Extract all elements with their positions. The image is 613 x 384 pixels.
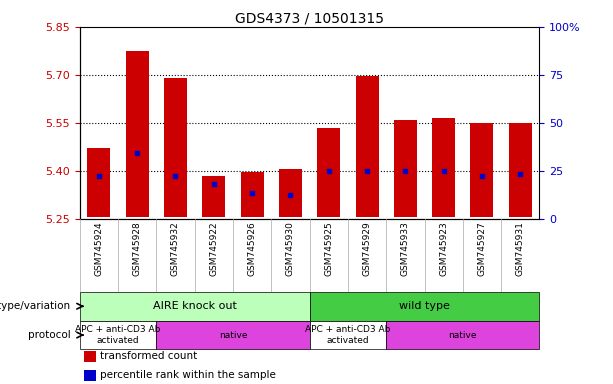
Bar: [240, 172, 264, 217]
Text: protocol: protocol: [28, 330, 70, 340]
Text: native: native: [219, 331, 247, 339]
Text: transformed count: transformed count: [101, 351, 197, 361]
Bar: [386, 321, 539, 349]
Bar: [156, 321, 310, 349]
Text: GSM745933: GSM745933: [401, 221, 410, 276]
Bar: [202, 176, 226, 217]
Bar: [84, 370, 96, 381]
Bar: [394, 120, 417, 217]
Bar: [126, 51, 149, 217]
Text: GSM745930: GSM745930: [286, 221, 295, 276]
Bar: [80, 292, 310, 321]
Title: GDS4373 / 10501315: GDS4373 / 10501315: [235, 12, 384, 26]
Text: GSM745927: GSM745927: [478, 221, 487, 276]
Text: native: native: [449, 331, 477, 339]
Text: wild type: wild type: [399, 301, 450, 311]
Bar: [432, 118, 455, 217]
Text: APC + anti-CD3 Ab
activated: APC + anti-CD3 Ab activated: [305, 325, 390, 345]
Text: GSM745929: GSM745929: [362, 221, 371, 276]
Bar: [310, 321, 386, 349]
Text: GSM745924: GSM745924: [94, 221, 104, 276]
Text: GSM745928: GSM745928: [132, 221, 142, 276]
Text: GSM745931: GSM745931: [516, 221, 525, 276]
Text: GSM745932: GSM745932: [171, 221, 180, 276]
Bar: [164, 78, 187, 217]
Text: genotype/variation: genotype/variation: [0, 301, 70, 311]
Text: GSM745926: GSM745926: [248, 221, 257, 276]
Bar: [318, 128, 340, 217]
Text: GSM745923: GSM745923: [439, 221, 448, 276]
Bar: [84, 351, 96, 362]
Bar: [80, 321, 156, 349]
Bar: [509, 123, 531, 217]
Bar: [356, 76, 379, 217]
Text: percentile rank within the sample: percentile rank within the sample: [101, 370, 276, 381]
Text: APC + anti-CD3 Ab
activated: APC + anti-CD3 Ab activated: [75, 325, 161, 345]
Bar: [87, 149, 110, 217]
Text: GSM745925: GSM745925: [324, 221, 333, 276]
Bar: [310, 292, 539, 321]
Bar: [471, 123, 493, 217]
Bar: [279, 169, 302, 217]
Text: GSM745922: GSM745922: [209, 221, 218, 276]
Text: AIRE knock out: AIRE knock out: [153, 301, 237, 311]
